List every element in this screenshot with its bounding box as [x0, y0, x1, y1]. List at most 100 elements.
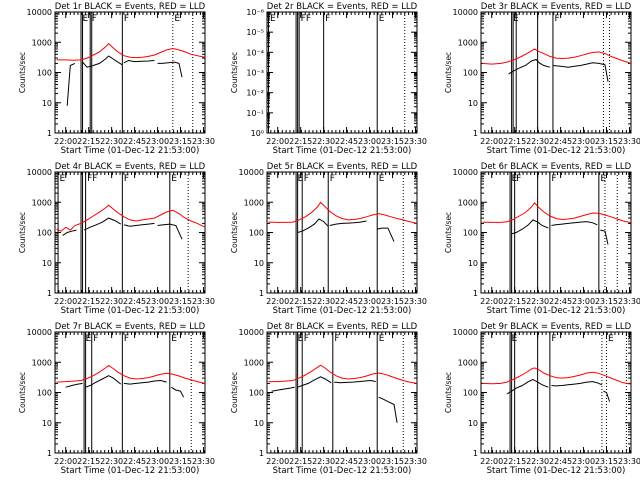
x-tick-label: 22:45 — [549, 457, 572, 466]
events-rate-line — [123, 222, 155, 227]
y-tick-label: 1 — [47, 289, 52, 298]
y-tick-label: 1000 — [458, 38, 478, 47]
events-rate-line — [329, 220, 367, 226]
y-axis-label: Counts/sec — [444, 212, 453, 253]
x-tick-label: 23:30 — [192, 297, 215, 306]
events-rate-line — [171, 386, 185, 398]
y-tick-label: 100 — [37, 69, 52, 78]
y-axis-label: Counts/sec — [18, 372, 27, 413]
time-marker-label: E — [171, 174, 177, 184]
y-tick-label: 10000 — [239, 328, 264, 337]
y-tick-label: 1 — [47, 129, 52, 138]
x-axis-label: Start Time (01-Dec-12 21:53:00) — [487, 306, 626, 316]
lld-rate-line — [56, 204, 205, 232]
events-rate-line — [511, 219, 549, 235]
panel-data — [56, 204, 205, 240]
detector-panel: 1 10 100 1000 10000 22:00 22:15 22:30 22:45 23:00… — [18, 322, 215, 476]
x-axis-label: Start Time (01-Dec-12 21:53:00) — [61, 466, 200, 476]
panel-title: Det 9r BLACK = Events, RED = LLD — [481, 322, 632, 332]
time-marker-label: E — [174, 14, 180, 24]
time-marker-label: FF — [301, 14, 311, 24]
time-marker-label: E — [270, 14, 276, 24]
y-tick-label: 100 — [37, 229, 52, 238]
x-axis-label: Start Time (01-Dec-12 21:53:00) — [273, 306, 412, 316]
panel-frame — [266, 331, 418, 454]
events-rate-line — [297, 218, 329, 233]
x-tick-label: 23:00 — [146, 137, 169, 146]
events-rate-line — [66, 62, 76, 106]
y-tick-label: 1000 — [244, 198, 264, 207]
y-tick-label: 1000 — [244, 358, 264, 367]
x-tick-label: 23:30 — [404, 297, 427, 306]
detector-panel: 1 10 100 1000 10000 22:00 22:15 22:30 22:45 23:00… — [444, 2, 640, 156]
x-tick-label: 23:00 — [358, 137, 381, 146]
events-rate-line — [123, 379, 167, 385]
time-marker-label: E — [379, 14, 385, 24]
x-axis-label: Start Time (01-Dec-12 21:53:00) — [273, 146, 412, 156]
time-marker-label: F — [304, 334, 309, 344]
time-marker-label: F — [93, 334, 98, 344]
events-rate-line — [600, 229, 609, 245]
time-marker-label: F — [551, 174, 556, 184]
y-tick-label: 100 — [463, 389, 478, 398]
detector-panel: 1 10 100 1000 10000 22:00 22:15 22:30 22:45 23:00… — [230, 162, 427, 316]
y-tick-label: 10000 — [27, 8, 52, 17]
y-tick-label: 1000 — [32, 358, 52, 367]
x-tick-label: 23:00 — [572, 137, 595, 146]
x-tick-label: 23:30 — [618, 137, 640, 146]
detector-panel: 1 10 100 1000 10000 22:00 22:15 22:30 22:45 23:00… — [18, 2, 215, 156]
y-axis-label: Counts/sec — [18, 212, 27, 253]
x-tick-label: 22:00 — [480, 297, 503, 306]
events-rate-line — [271, 386, 295, 392]
y-tick-label: 10 — [468, 99, 478, 108]
events-rate-line — [297, 376, 332, 388]
x-tick-label: 22:00 — [266, 297, 289, 306]
x-tick-label: 22:45 — [549, 297, 572, 306]
panel-data — [56, 364, 205, 398]
x-tick-label: 22:30 — [100, 457, 123, 466]
x-axis-label: Start Time (01-Dec-12 21:53:00) — [61, 306, 200, 316]
lld-rate-line — [482, 48, 631, 65]
time-marker-label: E — [298, 334, 304, 344]
x-tick-label: 22:30 — [526, 457, 549, 466]
events-rate-line — [378, 396, 398, 423]
events-rate-line — [123, 59, 155, 64]
lld-rate-line — [482, 367, 631, 385]
panel-title: Det 2r BLACK = Events, RED = LLD — [267, 2, 418, 12]
x-tick-label: 22:30 — [526, 297, 549, 306]
x-axis-label: Start Time (01-Dec-12 21:53:00) — [61, 146, 200, 156]
x-axis-label: Start Time (01-Dec-12 21:53:00) — [273, 466, 412, 476]
time-marker-label: F — [516, 174, 521, 184]
time-marker-label: F — [124, 174, 129, 184]
y-tick-label: 1000 — [32, 198, 52, 207]
x-tick-label: 23:30 — [618, 457, 640, 466]
panel-title: Det 6r BLACK = Events, RED = LLD — [481, 162, 632, 172]
time-marker-label: E — [86, 334, 92, 344]
time-marker-label: F — [92, 14, 97, 24]
x-tick-label: 22:15 — [77, 137, 100, 146]
x-tick-label: 22:15 — [503, 457, 526, 466]
time-marker-label: FF — [87, 174, 97, 184]
x-tick-label: 23:15 — [169, 137, 192, 146]
events-rate-line — [551, 381, 603, 387]
time-marker-label: F — [334, 334, 339, 344]
panel-frame — [54, 331, 206, 454]
y-axis-label: Counts/sec — [230, 372, 239, 413]
x-tick-label: 22:45 — [335, 457, 358, 466]
x-tick-label: 23:15 — [169, 457, 192, 466]
y-tick-label: 1 — [473, 289, 478, 298]
x-tick-label: 22:45 — [123, 137, 146, 146]
time-marker-label: E — [379, 334, 385, 344]
y-tick-label: 1 — [473, 129, 478, 138]
x-tick-label: 23:15 — [381, 457, 404, 466]
y-tick-label: 1 — [259, 289, 264, 298]
panel-frame — [480, 11, 632, 134]
x-tick-label: 22:45 — [123, 457, 146, 466]
x-tick-label: 22:30 — [526, 137, 549, 146]
events-rate-line — [65, 382, 83, 388]
time-marker-label: E — [83, 14, 89, 24]
panel-frame — [480, 331, 632, 454]
panel-frame — [480, 171, 632, 294]
x-tick-label: 23:15 — [169, 297, 192, 306]
